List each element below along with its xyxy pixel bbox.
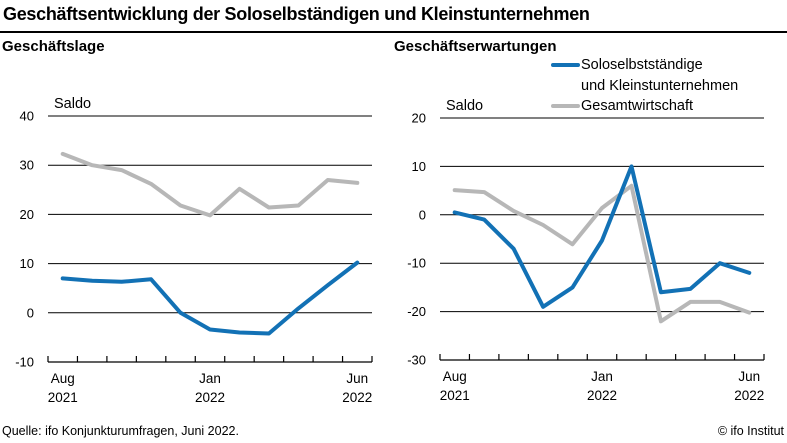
panel-title-geschaeftslage: Geschäftslage [2, 38, 105, 55]
x-tick-label-year: 2022 [734, 388, 764, 403]
x-tick-label-year: 2021 [48, 390, 78, 405]
legend-item-gesamtwirtschaft: Gesamtwirtschaft [551, 96, 787, 117]
x-tick-label-month: Aug [443, 369, 467, 384]
x-tick-label-year: 2022 [342, 390, 372, 405]
copyright-note: © ifo Institut [717, 424, 784, 438]
x-tick-label-year: 2022 [587, 388, 617, 403]
y-tick-label: 20 [412, 111, 426, 126]
y-tick-label: -20 [407, 304, 426, 319]
y-axis-title: Saldo [446, 98, 483, 114]
y-tick-label: 20 [20, 207, 34, 222]
x-tick-label-month: Jan [591, 369, 613, 384]
series-line-soloselbststaendige [452, 164, 752, 309]
source-note: Quelle: ifo Konjunkturumfragen, Juni 202… [2, 424, 239, 438]
chart-geschaeftslage: -10 0 10 20 30 40 Saldo Aug 2021 Jan 2022 Jun 2022 [15, 96, 373, 405]
y-axis-title: Saldo [54, 96, 91, 112]
y-tick-label: 0 [27, 305, 34, 320]
legend-label-line2: und Kleinstunternehmen [581, 77, 739, 94]
y-tick-label: 10 [20, 256, 34, 271]
y-tick-label: 30 [20, 158, 34, 173]
panel-title-geschaeftserwartungen: Geschäftserwartungen [394, 38, 557, 55]
y-tick-label: 0 [419, 207, 426, 222]
legend-item-soloselbststaendige-line2: und Kleinstunternehmen [551, 76, 787, 97]
x-tick-label-year: 2021 [440, 388, 470, 403]
series-line-gesamtwirtschaft [452, 183, 752, 324]
legend-swatch-blue-line-icon [551, 63, 580, 68]
x-tick-label-month: Jun [346, 371, 368, 386]
y-tick-label: 10 [412, 159, 426, 174]
legend-item-soloselbststaendige: Soloselbstständige [551, 55, 787, 76]
y-tick-label: -30 [407, 353, 426, 368]
legend-swatch-gray-line-icon [551, 104, 580, 109]
title-divider [0, 31, 787, 34]
x-tick-label-month: Aug [51, 371, 75, 386]
x-tick-label-month: Jan [199, 371, 221, 386]
legend-label-line1: Soloselbstständige [581, 57, 703, 73]
page-title: Geschäftsentwicklung der Soloselbständig… [3, 4, 590, 24]
x-tick-label-year: 2022 [195, 390, 225, 405]
x-tick-label-month: Jun [738, 369, 760, 384]
y-tick-label: -10 [15, 355, 34, 370]
y-tick-label: -10 [407, 256, 426, 271]
chart-geschaeftserwartungen: -30 -20 -10 0 10 20 Saldo Aug 2021 Jan 2022 Jun 2022 [407, 98, 765, 403]
series-line-gesamtwirtschaft [60, 151, 360, 218]
legend: Soloselbstständige und Kleinstunternehme… [551, 55, 787, 117]
legend-label-gesamtwirtschaft: Gesamtwirtschaft [581, 98, 693, 114]
series-line-soloselbststaendige [60, 260, 360, 336]
y-tick-label: 40 [20, 109, 34, 124]
